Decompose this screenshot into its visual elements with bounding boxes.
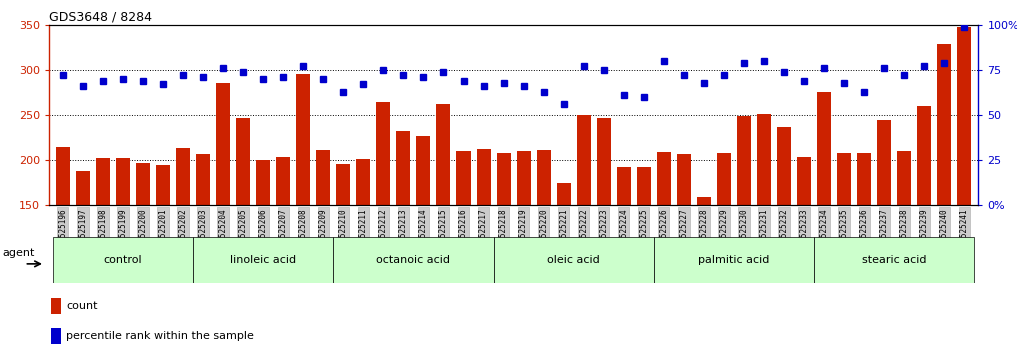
Bar [616,166,631,341]
Text: palmitic acid: palmitic acid [699,255,770,265]
Bar [938,44,951,341]
Text: agent: agent [2,248,35,258]
Bar [757,114,771,341]
Bar [577,115,591,341]
Bar [677,154,691,341]
Bar [493,237,654,283]
Text: count: count [66,301,98,311]
Text: control: control [104,255,142,265]
Bar [597,118,611,341]
Text: stearic acid: stearic acid [862,255,926,265]
Bar [277,158,290,341]
Bar [316,150,331,341]
Bar [334,237,493,283]
Bar [457,151,471,341]
Text: percentile rank within the sample: percentile rank within the sample [66,331,254,341]
Bar [857,153,872,341]
Bar [416,136,430,341]
Bar [136,163,149,341]
Bar [436,104,451,341]
Bar [176,148,190,341]
Bar [957,28,971,341]
Bar [477,149,490,341]
Bar [817,92,831,341]
Text: GDS3648 / 8284: GDS3648 / 8284 [49,11,152,24]
Bar [51,297,61,314]
Bar [556,183,571,341]
Bar [76,171,89,341]
Bar [737,116,751,341]
Bar [51,327,61,344]
Bar [116,158,130,341]
Bar [337,164,350,341]
Bar [376,102,391,341]
Bar [837,153,851,341]
Bar [216,84,230,341]
Bar [397,131,411,341]
Bar [654,237,814,283]
Bar [56,147,70,341]
Bar [193,237,334,283]
Bar [637,166,651,341]
Bar [196,154,211,341]
Text: linoleic acid: linoleic acid [230,255,296,265]
Bar [897,151,911,341]
Text: octanoic acid: octanoic acid [376,255,451,265]
Bar [878,120,891,341]
Bar [797,156,812,341]
Bar [537,150,550,341]
Bar [717,153,731,341]
Bar [657,152,671,341]
Bar [517,151,531,341]
Bar [496,153,511,341]
Bar [256,160,271,341]
Bar [917,106,932,341]
Bar [296,74,310,341]
Bar [777,127,791,341]
Bar [96,158,110,341]
Bar [53,237,193,283]
Bar [814,237,974,283]
Text: oleic acid: oleic acid [547,255,600,265]
Bar [697,197,711,341]
Bar [156,165,170,341]
Bar [356,159,370,341]
Bar [236,118,250,341]
